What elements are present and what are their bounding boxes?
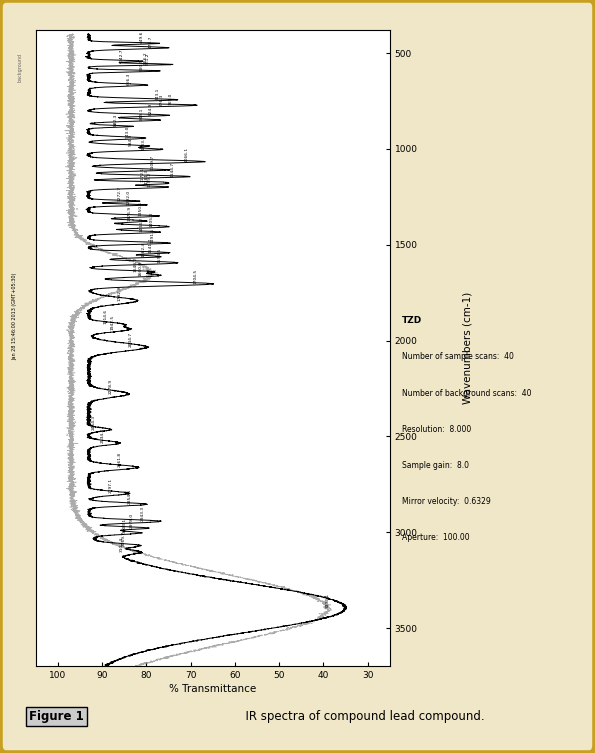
Text: 1376.9: 1376.9 bbox=[127, 206, 131, 221]
Text: 1405.3: 1405.3 bbox=[149, 212, 154, 227]
Text: Sample gain:  8.0: Sample gain: 8.0 bbox=[402, 461, 469, 470]
Text: 882.3: 882.3 bbox=[114, 114, 118, 127]
Text: 1942.5: 1942.5 bbox=[111, 314, 115, 330]
Text: 1660.9: 1660.9 bbox=[139, 261, 143, 276]
Text: 2278.9: 2278.9 bbox=[108, 379, 112, 394]
Text: 3394.1: 3394.1 bbox=[325, 593, 329, 608]
Text: background: background bbox=[17, 53, 22, 82]
Text: 2797.1: 2797.1 bbox=[109, 478, 113, 493]
Text: 1914.6: 1914.6 bbox=[104, 309, 108, 325]
Text: 1109.7: 1109.7 bbox=[151, 155, 154, 170]
Text: TZD: TZD bbox=[402, 316, 422, 325]
Text: 1172.1: 1172.1 bbox=[140, 167, 144, 182]
Text: 1704.5: 1704.5 bbox=[193, 269, 197, 284]
Text: 824.9: 824.9 bbox=[149, 103, 153, 115]
Text: 1491.5: 1491.5 bbox=[151, 228, 155, 243]
Text: 666.3: 666.3 bbox=[127, 72, 131, 85]
Text: 472.7: 472.7 bbox=[148, 35, 152, 48]
Text: 776.3: 776.3 bbox=[160, 93, 164, 106]
Text: 542.7: 542.7 bbox=[120, 49, 124, 61]
Text: Figure 1: Figure 1 bbox=[29, 710, 84, 724]
Text: Aperture:  100.00: Aperture: 100.00 bbox=[402, 533, 469, 542]
Text: Number of sample scans:  40: Number of sample scans: 40 bbox=[402, 352, 513, 361]
Text: Resolution:  8.000: Resolution: 8.000 bbox=[402, 425, 471, 434]
Text: 593.5: 593.5 bbox=[140, 59, 143, 71]
Y-axis label: Wavenumbers (cm-1): Wavenumbers (cm-1) bbox=[462, 292, 472, 404]
X-axis label: % Transmittance: % Transmittance bbox=[169, 684, 256, 694]
Text: 2978.0: 2978.0 bbox=[130, 513, 133, 528]
Text: 943.0: 943.0 bbox=[126, 126, 130, 138]
Text: 3069.7: 3069.7 bbox=[121, 530, 126, 546]
Text: 1792.9: 1792.9 bbox=[117, 286, 121, 301]
Text: 2943.3: 2943.3 bbox=[141, 506, 145, 521]
Text: 2854.5: 2854.5 bbox=[127, 489, 131, 505]
Text: 1066.1: 1066.1 bbox=[184, 147, 189, 162]
Text: 1144.7: 1144.7 bbox=[170, 162, 174, 177]
Text: Mirror velocity:  0.6329: Mirror velocity: 0.6329 bbox=[402, 497, 490, 506]
Text: 849.1: 849.1 bbox=[140, 108, 144, 120]
Text: 1562.4: 1562.4 bbox=[142, 242, 145, 257]
Text: Jan 28 15:46:00 2013 (GMT+05:30): Jan 28 15:46:00 2013 (GMT+05:30) bbox=[12, 273, 17, 360]
Text: 3102.4: 3102.4 bbox=[120, 537, 124, 552]
Text: 1640.2: 1640.2 bbox=[133, 257, 137, 272]
Text: 1292.0: 1292.0 bbox=[126, 190, 130, 205]
Text: 1594.5: 1594.5 bbox=[158, 248, 162, 263]
Text: 1434.2: 1434.2 bbox=[140, 217, 144, 232]
Text: 984.9: 984.9 bbox=[129, 134, 132, 146]
Text: Number of background scans:  40: Number of background scans: 40 bbox=[402, 389, 531, 398]
Text: 1350.1: 1350.1 bbox=[139, 201, 143, 216]
Text: 3003.1: 3003.1 bbox=[123, 518, 127, 533]
Text: 1541.7: 1541.7 bbox=[149, 237, 153, 253]
Text: 2661.8: 2661.8 bbox=[118, 453, 122, 468]
Text: 2034.7: 2034.7 bbox=[129, 332, 133, 347]
Text: 1003.5: 1003.5 bbox=[142, 134, 146, 150]
Text: 1272.7: 1272.7 bbox=[117, 186, 121, 201]
Text: 1199.2: 1199.2 bbox=[148, 172, 152, 187]
Text: 1181.3: 1181.3 bbox=[145, 169, 149, 184]
Text: 743.1: 743.1 bbox=[156, 87, 160, 99]
Text: 449.6: 449.6 bbox=[140, 31, 144, 44]
Text: IR spectra of compound lead compound.: IR spectra of compound lead compound. bbox=[238, 710, 484, 724]
Text: 561.2: 561.2 bbox=[145, 53, 149, 65]
Text: 2534.4: 2534.4 bbox=[101, 428, 105, 443]
Text: 556.2: 556.2 bbox=[143, 51, 148, 64]
Text: 769.0: 769.0 bbox=[168, 93, 173, 105]
Text: 2464.3: 2464.3 bbox=[92, 414, 96, 429]
